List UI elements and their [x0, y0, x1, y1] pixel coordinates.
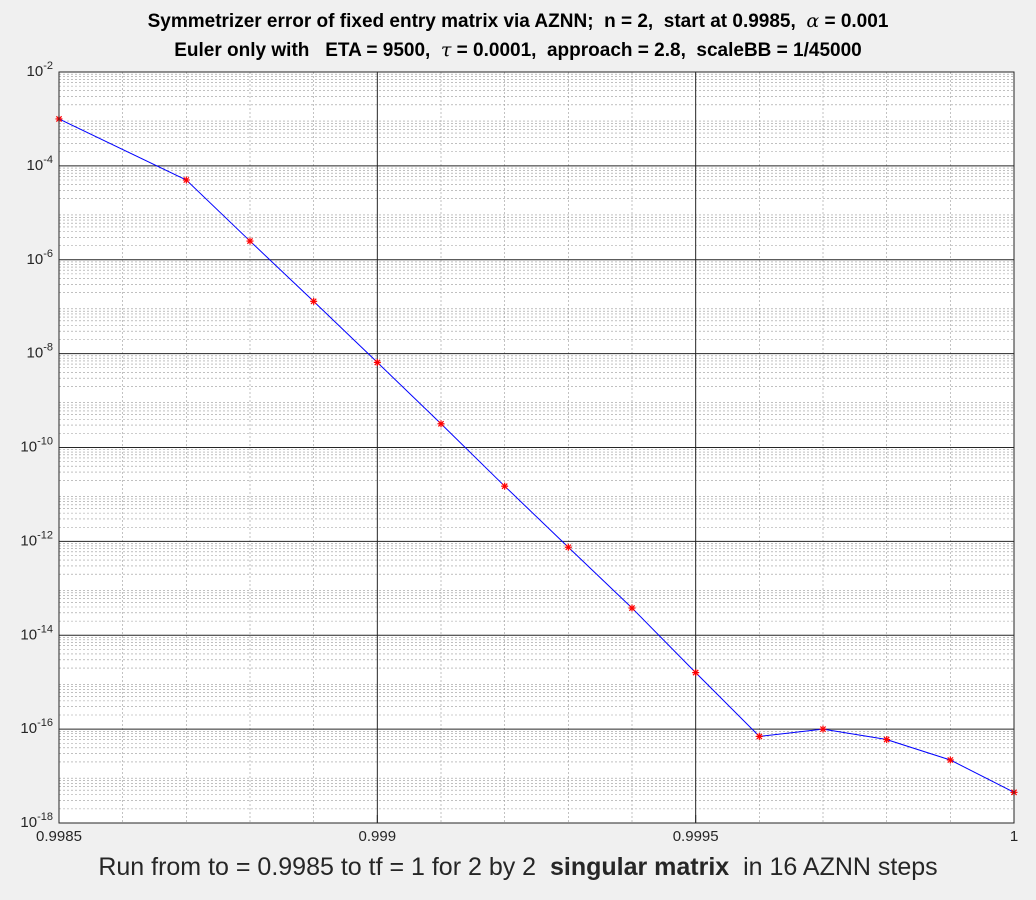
chart-caption: Run from to = 0.9985 to tf = 1 for 2 by … — [0, 853, 1036, 882]
marker-stroke — [947, 756, 954, 764]
chart-title-line-2: Euler only with ETA = 9500, τ = 0.0001, … — [0, 39, 1036, 62]
marker-stroke — [437, 420, 445, 427]
data-point-marker — [373, 358, 381, 366]
y-tick-label-base: 10 — [27, 63, 44, 80]
title-1-text: Symmetrizer error of fixed entry matrix … — [147, 11, 807, 32]
caption-text-start: Run from to = 0.9985 to tf = 1 for 2 by … — [98, 853, 550, 881]
y-tick-label-base: 10 — [20, 439, 37, 456]
y-tick-label-base: 10 — [20, 626, 37, 643]
y-tick-label-base: 10 — [20, 532, 37, 549]
y-tick-label-exponent: -14 — [37, 623, 53, 635]
data-point-marker — [310, 297, 318, 305]
marker-stroke — [501, 483, 508, 490]
title-2-text: Euler only with ETA = 9500, — [174, 40, 441, 61]
marker-stroke — [819, 726, 827, 733]
y-tick-label: 10-2 — [27, 60, 53, 80]
y-tick-label: 10-10 — [20, 436, 53, 456]
marker-stroke — [310, 298, 317, 305]
x-tick-label: 0.9985 — [36, 828, 82, 845]
data-point-marker — [182, 176, 190, 184]
caption-text-end: in 16 AZNN steps — [729, 853, 938, 881]
y-tick-label: 10-4 — [27, 154, 53, 174]
marker-stroke — [692, 669, 699, 676]
y-tick-label-base: 10 — [27, 345, 44, 362]
y-tick-label-exponent: -16 — [37, 717, 53, 729]
marker-stroke — [374, 359, 381, 366]
x-tick-label: 0.999 — [359, 828, 397, 845]
marker-stroke — [883, 736, 890, 743]
marker-stroke — [183, 176, 190, 184]
y-tick-label: 10-6 — [27, 248, 53, 268]
y-tick-label-exponent: -8 — [43, 342, 53, 354]
x-tick-label: 1 — [1010, 828, 1018, 845]
y-tick-label-exponent: -2 — [43, 60, 53, 72]
data-point-marker — [564, 543, 572, 551]
caption-bold-text: singular matrix — [549, 853, 730, 881]
tau-symbol: τ — [440, 39, 452, 61]
data-point-marker — [692, 669, 700, 677]
y-tick-label-base: 10 — [20, 814, 37, 831]
data-point-marker — [501, 482, 509, 490]
data-point-marker — [246, 237, 254, 245]
y-tick-label-exponent: -18 — [37, 811, 53, 823]
y-tick-label-exponent: -4 — [43, 154, 53, 166]
data-point-marker — [819, 725, 827, 733]
minor-grid — [59, 72, 1014, 823]
y-tick-labels: 10-210-410-610-810-1010-1210-1410-1610-1… — [20, 60, 53, 831]
data-point-marker — [755, 732, 763, 740]
y-tick-label: 10-16 — [20, 717, 53, 737]
y-tick-label-base: 10 — [27, 157, 44, 174]
y-tick-label: 10-12 — [20, 529, 53, 549]
x-tick-label: 0.9995 — [673, 828, 719, 845]
y-tick-label: 10-18 — [20, 811, 53, 831]
y-tick-label: 10-14 — [20, 623, 53, 643]
x-tick-labels: 0.9985 0.999 0.9995 1 — [36, 828, 1018, 845]
marker-stroke — [756, 733, 763, 740]
marker-stroke — [565, 544, 572, 551]
y-tick-label-base: 10 — [20, 720, 37, 737]
data-point-marker — [883, 736, 891, 744]
title-1-alpha-value: = 0.001 — [819, 11, 889, 32]
chart-title-line-1: Symmetrizer error of fixed entry matrix … — [0, 10, 1036, 33]
plot-frame — [58, 71, 1015, 824]
y-tick-label-exponent: -6 — [43, 248, 53, 260]
marker-stroke — [246, 238, 254, 245]
y-tick-label-base: 10 — [27, 251, 44, 268]
title-2-tau-value: = 0.0001, approach = 2.8, scaleBB = 1/45… — [451, 40, 862, 61]
data-point-marker — [946, 756, 954, 764]
data-point-marker — [628, 604, 636, 612]
y-tick-label-exponent: -10 — [37, 436, 53, 448]
series-markers — [55, 115, 1018, 796]
data-point-marker — [437, 420, 445, 428]
marker-stroke — [628, 604, 636, 612]
alpha-symbol: α — [806, 10, 820, 32]
y-tick-label-exponent: -12 — [37, 529, 53, 541]
y-tick-label: 10-8 — [27, 342, 53, 362]
